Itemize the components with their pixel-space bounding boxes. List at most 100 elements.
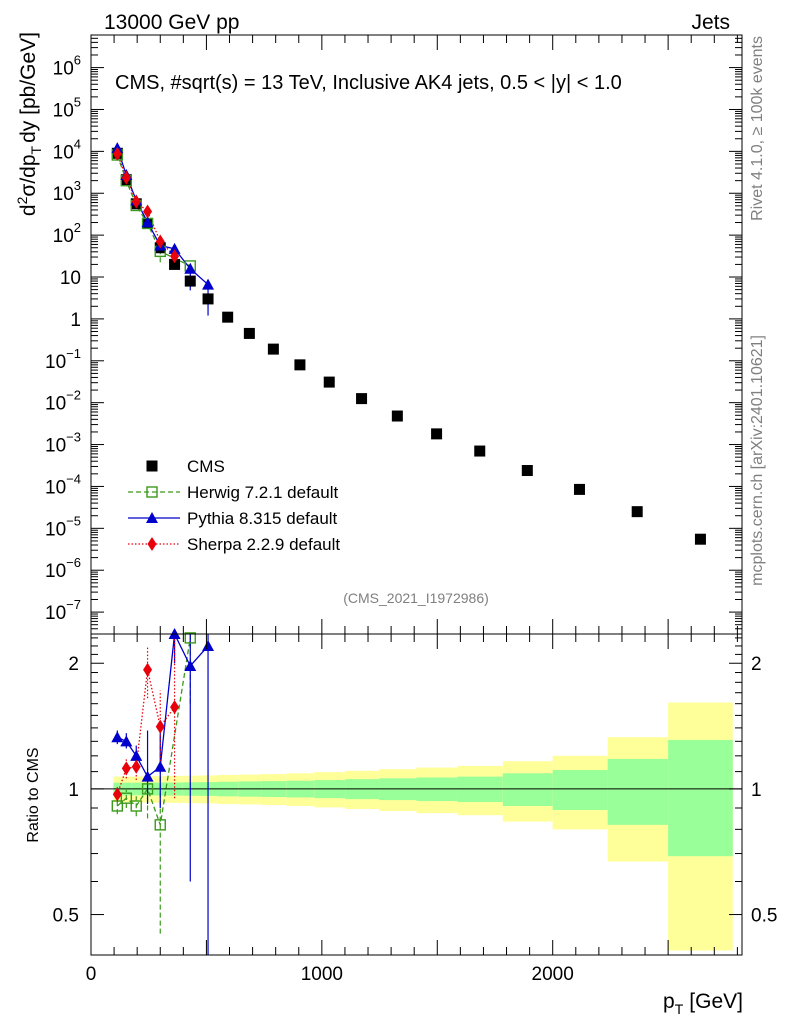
cms-uncertainty-band-inner (502, 773, 553, 806)
sherpa-main-point (121, 170, 131, 185)
sherpa-ratio-point (170, 700, 180, 715)
y-tick-label-base: 10 (45, 519, 66, 540)
y-axis-label-end: dy [pb/GeV] (17, 32, 40, 143)
rivet-version-label: Rivet 4.1.0, ≥ 100k events (749, 36, 766, 221)
y-tick-label-base: 10 (45, 352, 66, 373)
y-tick-label-exponent: 6 (74, 53, 81, 68)
cms-data-point (294, 359, 306, 371)
header-observable-label: Jets (691, 11, 730, 34)
legend-cms-marker (146, 460, 158, 472)
herwig-ratio-line (116, 637, 191, 826)
ratio-y-tick-label-left: 0.5 (53, 906, 79, 927)
herwig-ratio-point (141, 783, 154, 795)
sherpa-ratio-point (121, 761, 131, 776)
y-tick-label-base: 10 (53, 142, 74, 163)
x-tick-label: 0 (86, 964, 97, 985)
y-tick-label-base: 10 (45, 477, 66, 498)
main-y-tick-labels: 10610510410310210110−110−210−310−410−510… (45, 53, 81, 625)
y-tick-label-base: 10 (53, 100, 74, 121)
y-tick-label-exponent: −7 (66, 597, 81, 612)
pythia-ratio-point (111, 731, 124, 743)
cms-data-point (267, 343, 279, 355)
y-tick-label-exponent: −5 (66, 513, 81, 528)
cms-data-point (431, 428, 443, 440)
y-tick-label: 102 (53, 220, 81, 247)
pythia-ratio-line (117, 631, 209, 778)
y-tick-label: 105 (53, 94, 81, 121)
ratio-plot-frame (90, 633, 743, 956)
y-axis-label-sup: 2 (14, 196, 30, 204)
y-tick-label-exponent: 2 (74, 220, 81, 235)
y-tick-label: 104 (53, 136, 81, 163)
x-tick-labels: 0 1000 2000 (86, 964, 574, 985)
ratio-y-tick-label-left: 2 (68, 654, 79, 675)
cms-data-point (356, 393, 368, 405)
pythia-ratio-point (202, 639, 215, 651)
y-tick-label-exponent: 4 (74, 136, 81, 151)
ratio-uncertainty-bands (113, 702, 733, 951)
ratio-y-axis-label: Ratio to CMS (25, 747, 42, 842)
sherpa-main-point (112, 146, 122, 161)
main-series-markers (111, 142, 706, 545)
y-tick-label: 1 (70, 310, 81, 331)
x-tick-label: 1000 (301, 964, 343, 985)
legend-sherpa-marker (147, 537, 157, 551)
sherpa-ratio-point (155, 719, 165, 734)
y-tick-label: 10−3 (45, 430, 81, 457)
x-axis-label-main: p (663, 990, 675, 1013)
main-plot-frame (90, 34, 743, 635)
y-tick-label: 10−7 (45, 597, 81, 624)
y-tick-label-exponent: −1 (66, 346, 81, 361)
legend-pythia-label: Pythia 8.315 default (187, 509, 338, 528)
sherpa-main-point (170, 249, 180, 264)
ratio-y-tick-labels: 2 2 1 1 0.5 0.5 (53, 654, 778, 926)
y-tick-label: 10 (60, 268, 81, 289)
y-tick-label-base: 10 (53, 184, 74, 205)
pythia-ratio-point (141, 770, 154, 782)
cms-data-point (573, 483, 585, 495)
cms-data-point (391, 410, 403, 422)
ratio-y-tick-label-right: 2 (751, 654, 762, 675)
header-process-label: 13000 GeV pp (104, 11, 239, 34)
y-tick-label-base: 10 (53, 226, 74, 247)
pythia-main-point (168, 242, 181, 254)
y-tick-label-exponent: −4 (66, 471, 81, 486)
legend-herwig-label: Herwig 7.2.1 default (187, 483, 338, 502)
cms-data-point (184, 275, 196, 287)
y-tick-label-base: 10 (45, 436, 66, 457)
cms-data-point (202, 293, 214, 305)
cms-data-point (243, 327, 255, 339)
pythia-ratio-point (120, 735, 133, 747)
x-axis-label: pT [GeV] (663, 990, 743, 1017)
y-axis-label-mid: σ/dp (17, 154, 40, 196)
pythia-ratio-point (154, 760, 167, 772)
y-tick-label-exponent: −2 (66, 388, 81, 403)
cms-data-point (222, 311, 234, 323)
y-tick-label-base: 10 (45, 394, 66, 415)
legend-pythia-marker (146, 512, 158, 523)
y-tick-label: 10−5 (45, 513, 81, 540)
y-tick-label: 10−1 (45, 346, 81, 373)
herwig-ratio-point (130, 800, 142, 812)
y-tick-label: 106 (53, 53, 81, 80)
sherpa-ratio-point (143, 662, 153, 677)
pythia-ratio-point (130, 749, 143, 761)
legend-cms-label: CMS (187, 457, 225, 476)
pythia-main-point (141, 216, 154, 228)
cms-uncertainty-band-inner (607, 758, 669, 825)
x-tick-label: 2000 (532, 964, 574, 985)
cms-data-point (631, 506, 643, 518)
cms-uncertainty-band-inner (668, 739, 733, 857)
cms-data-point (694, 533, 706, 545)
y-tick-label-exponent: 3 (74, 178, 81, 193)
y-tick-label-base: 10 (53, 59, 74, 80)
ratio-y-tick-label-left: 1 (68, 780, 79, 801)
main-axis-ticks (90, 34, 742, 635)
cms-data-point (169, 258, 181, 270)
cms-uncertainty-band-inner (552, 769, 608, 811)
y-tick-label-exponent: −3 (66, 430, 81, 445)
y-tick-label: 10−6 (45, 555, 81, 582)
cms-data-point (521, 465, 533, 477)
y-tick-label-base: 10 (45, 561, 66, 582)
